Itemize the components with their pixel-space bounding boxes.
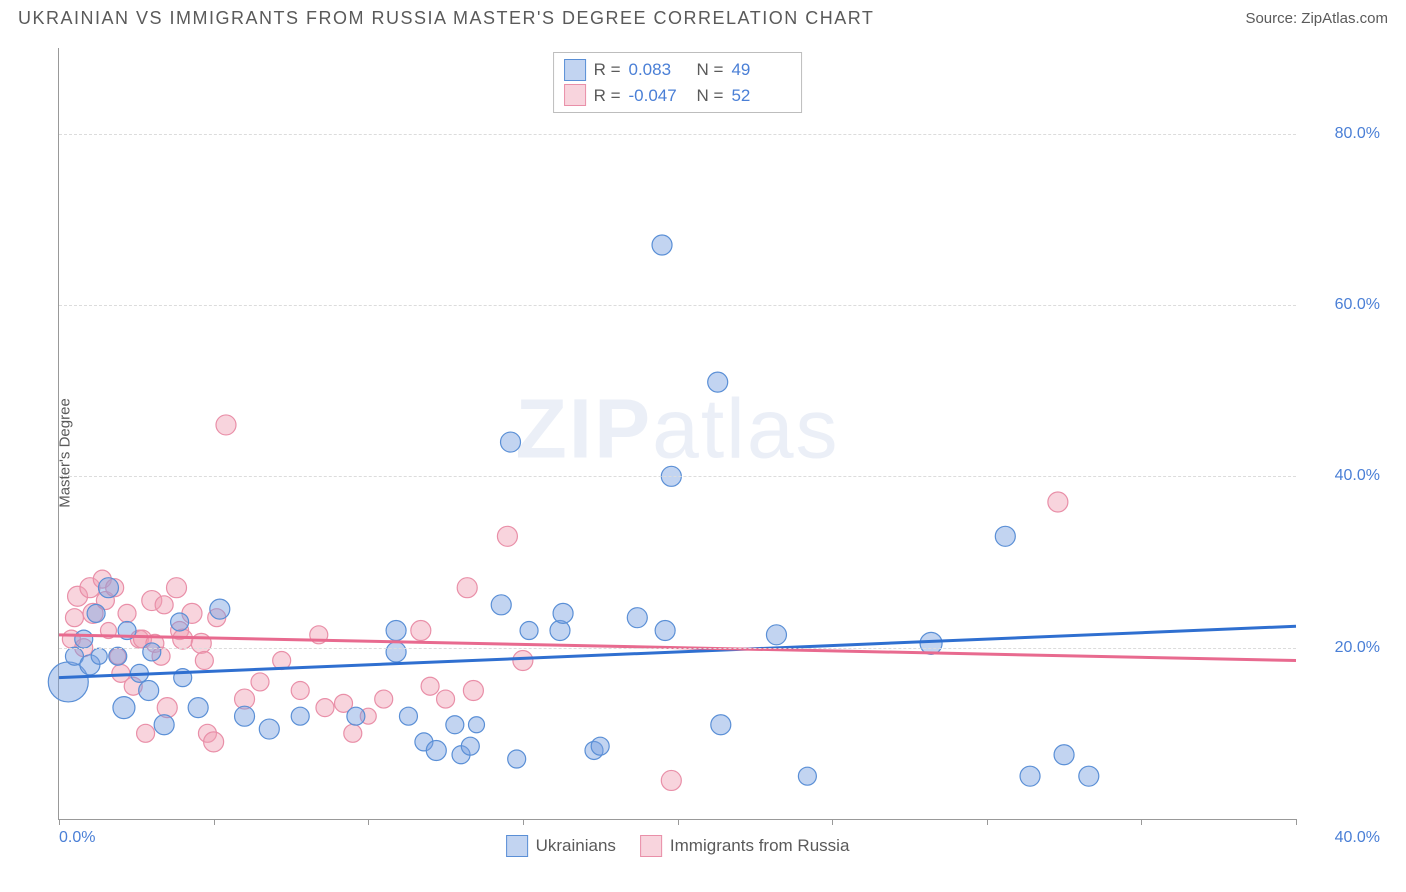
data-point — [468, 717, 484, 733]
x-tick — [1296, 819, 1297, 825]
series-label: Ukrainians — [536, 836, 616, 856]
data-point — [591, 737, 609, 755]
data-point — [113, 697, 135, 719]
data-point — [421, 677, 439, 695]
scatter-svg — [59, 48, 1296, 819]
data-point — [259, 719, 279, 739]
y-tick-label: 40.0% — [1335, 467, 1380, 485]
legend-item-immigrants: Immigrants from Russia — [640, 835, 849, 857]
data-point — [375, 690, 393, 708]
data-point — [411, 621, 431, 641]
x-tick-label: 40.0% — [1335, 829, 1380, 847]
data-point — [437, 690, 455, 708]
data-point — [508, 750, 526, 768]
series-label: Immigrants from Russia — [670, 836, 849, 856]
swatch-immigrants — [640, 835, 662, 857]
y-tick-label: 80.0% — [1335, 125, 1380, 143]
data-point — [386, 642, 406, 662]
data-point — [766, 625, 786, 645]
data-point — [139, 681, 159, 701]
x-tick — [368, 819, 369, 825]
data-point — [167, 578, 187, 598]
data-point — [501, 432, 521, 452]
data-point — [708, 372, 728, 392]
data-point — [251, 673, 269, 691]
data-point — [627, 608, 647, 628]
x-tick — [1141, 819, 1142, 825]
data-point — [91, 648, 107, 664]
gridline — [59, 305, 1296, 306]
data-point — [463, 681, 483, 701]
gridline — [59, 134, 1296, 135]
data-point — [711, 715, 731, 735]
data-point — [798, 767, 816, 785]
data-point — [75, 630, 93, 648]
swatch-ukrainians — [506, 835, 528, 857]
x-tick — [832, 819, 833, 825]
data-point — [344, 724, 362, 742]
y-tick-label: 60.0% — [1335, 296, 1380, 314]
plot-area: ZIPatlas R = 0.083 N = 49 R = -0.047 N =… — [58, 48, 1296, 820]
data-point — [1054, 745, 1074, 765]
data-point — [173, 629, 193, 649]
data-point — [386, 621, 406, 641]
data-point — [661, 770, 681, 790]
data-point — [491, 595, 511, 615]
data-point — [291, 682, 309, 700]
data-point — [195, 652, 213, 670]
series-legend: Ukrainians Immigrants from Russia — [506, 835, 850, 857]
data-point — [204, 732, 224, 752]
x-tick — [523, 819, 524, 825]
data-point — [154, 715, 174, 735]
data-point — [216, 415, 236, 435]
trend-line — [59, 626, 1296, 677]
data-point — [65, 609, 83, 627]
data-point — [497, 526, 517, 546]
data-point — [235, 706, 255, 726]
data-point — [118, 604, 136, 622]
data-point — [446, 716, 464, 734]
data-point — [426, 740, 446, 760]
x-tick — [214, 819, 215, 825]
data-point — [520, 622, 538, 640]
data-point — [652, 235, 672, 255]
data-point — [347, 707, 365, 725]
data-point — [995, 526, 1015, 546]
source-label: Source: ZipAtlas.com — [1245, 10, 1388, 27]
data-point — [553, 603, 573, 623]
data-point — [1079, 766, 1099, 786]
chart-container: Master's Degree ZIPatlas R = 0.083 N = 4… — [18, 44, 1388, 862]
data-point — [98, 578, 118, 598]
data-point — [155, 596, 173, 614]
data-point — [291, 707, 309, 725]
data-point — [513, 651, 533, 671]
chart-title: UKRAINIAN VS IMMIGRANTS FROM RUSSIA MAST… — [18, 8, 874, 29]
legend-item-ukrainians: Ukrainians — [506, 835, 616, 857]
x-tick-label: 0.0% — [59, 829, 95, 847]
y-tick-label: 20.0% — [1335, 639, 1380, 657]
data-point — [87, 604, 105, 622]
data-point — [461, 737, 479, 755]
x-tick — [59, 819, 60, 825]
data-point — [210, 599, 230, 619]
data-point — [1020, 766, 1040, 786]
data-point — [920, 632, 942, 654]
data-point — [655, 621, 675, 641]
data-point — [188, 698, 208, 718]
data-point — [171, 613, 189, 631]
gridline — [59, 476, 1296, 477]
x-tick — [987, 819, 988, 825]
data-point — [137, 724, 155, 742]
data-point — [316, 699, 334, 717]
data-point — [143, 643, 161, 661]
gridline — [59, 648, 1296, 649]
data-point — [399, 707, 417, 725]
data-point — [109, 647, 127, 665]
data-point — [1048, 492, 1068, 512]
data-point — [457, 578, 477, 598]
x-tick — [678, 819, 679, 825]
